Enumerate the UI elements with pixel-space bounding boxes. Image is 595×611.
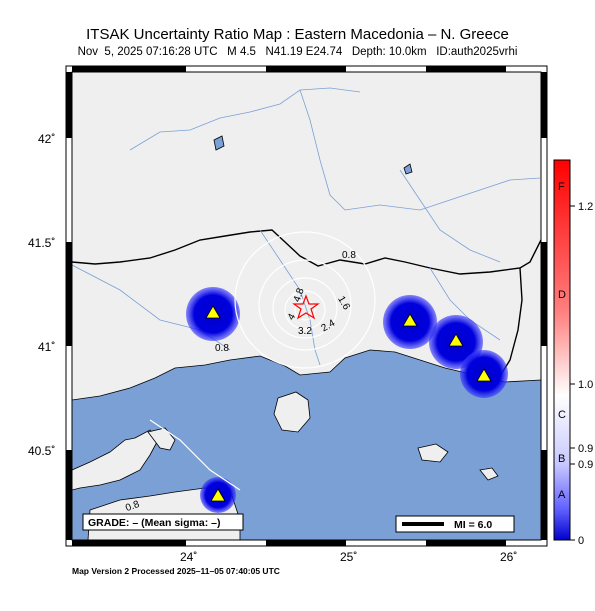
scale-bar: [402, 522, 444, 526]
contour-label: 0.8: [124, 499, 141, 514]
lon-label: 24˚: [180, 550, 197, 564]
contour-label: 4: [286, 312, 299, 323]
contour-label: 0.8: [342, 250, 356, 261]
uncertainty-contours: [149, 231, 376, 491]
country-border-bulgaria: [72, 229, 541, 275]
station-marker: [205, 305, 221, 319]
grade-box: [82, 513, 244, 531]
colorbar-value: 0.9: [578, 459, 593, 471]
lake-northeast: [403, 163, 413, 175]
lat-label: 42˚: [38, 132, 55, 146]
colorbar-grade: F: [558, 181, 565, 193]
colorbar-value: 1.0: [578, 379, 593, 391]
station-marker: [210, 488, 226, 502]
lat-label: 41˚: [38, 340, 55, 354]
colorbar-value: 0.9: [578, 443, 593, 455]
station-marker: [448, 333, 464, 347]
map-title: ITSAK Uncertainty Ratio Map : Eastern Ma…: [86, 26, 509, 43]
lat-label: 41.5˚: [28, 236, 55, 250]
grade-text: GRADE: – (Mean sigma: –): [88, 517, 220, 529]
lon-label: 26˚: [500, 550, 517, 564]
station-marker: [476, 368, 492, 382]
scale-text: MI = 6.0: [454, 519, 492, 531]
lat-label: 40.5˚: [28, 444, 55, 458]
contour-label: 3.2: [298, 326, 312, 337]
colorbar-grade: B: [558, 453, 565, 465]
colorbar-grade: D: [558, 289, 566, 301]
chalkidiki-peninsula: [72, 429, 159, 491]
scale-box: [395, 515, 515, 533]
processing-footer: Map Version 2 Processed 2025–11–05 07:40…: [72, 566, 280, 576]
samothrace-island: [417, 443, 449, 463]
rivers: [72, 87, 541, 491]
lon-label: 25˚: [340, 550, 357, 564]
lake-north: [213, 135, 225, 151]
gokceada-island: [479, 467, 499, 481]
colorbar: [553, 159, 571, 541]
stations: [205, 305, 492, 502]
country-border-turkey: [499, 267, 523, 377]
colorbar-grade: C: [558, 409, 566, 421]
contour-label: 4.8: [292, 286, 307, 303]
event-subtitle: Nov 5, 2025 07:16:28 UTC M 4.5 N41.19 E2…: [77, 46, 518, 58]
thasos-island: [273, 391, 311, 433]
epicenter-star: [292, 294, 320, 320]
station-marker: [402, 313, 418, 327]
colorbar-grade: A: [558, 489, 566, 501]
contour-label: 0.8: [215, 343, 229, 354]
colorbar-value: 1.2: [578, 201, 593, 213]
map-frame: [65, 65, 548, 547]
colorbar-value: 0: [578, 535, 584, 547]
